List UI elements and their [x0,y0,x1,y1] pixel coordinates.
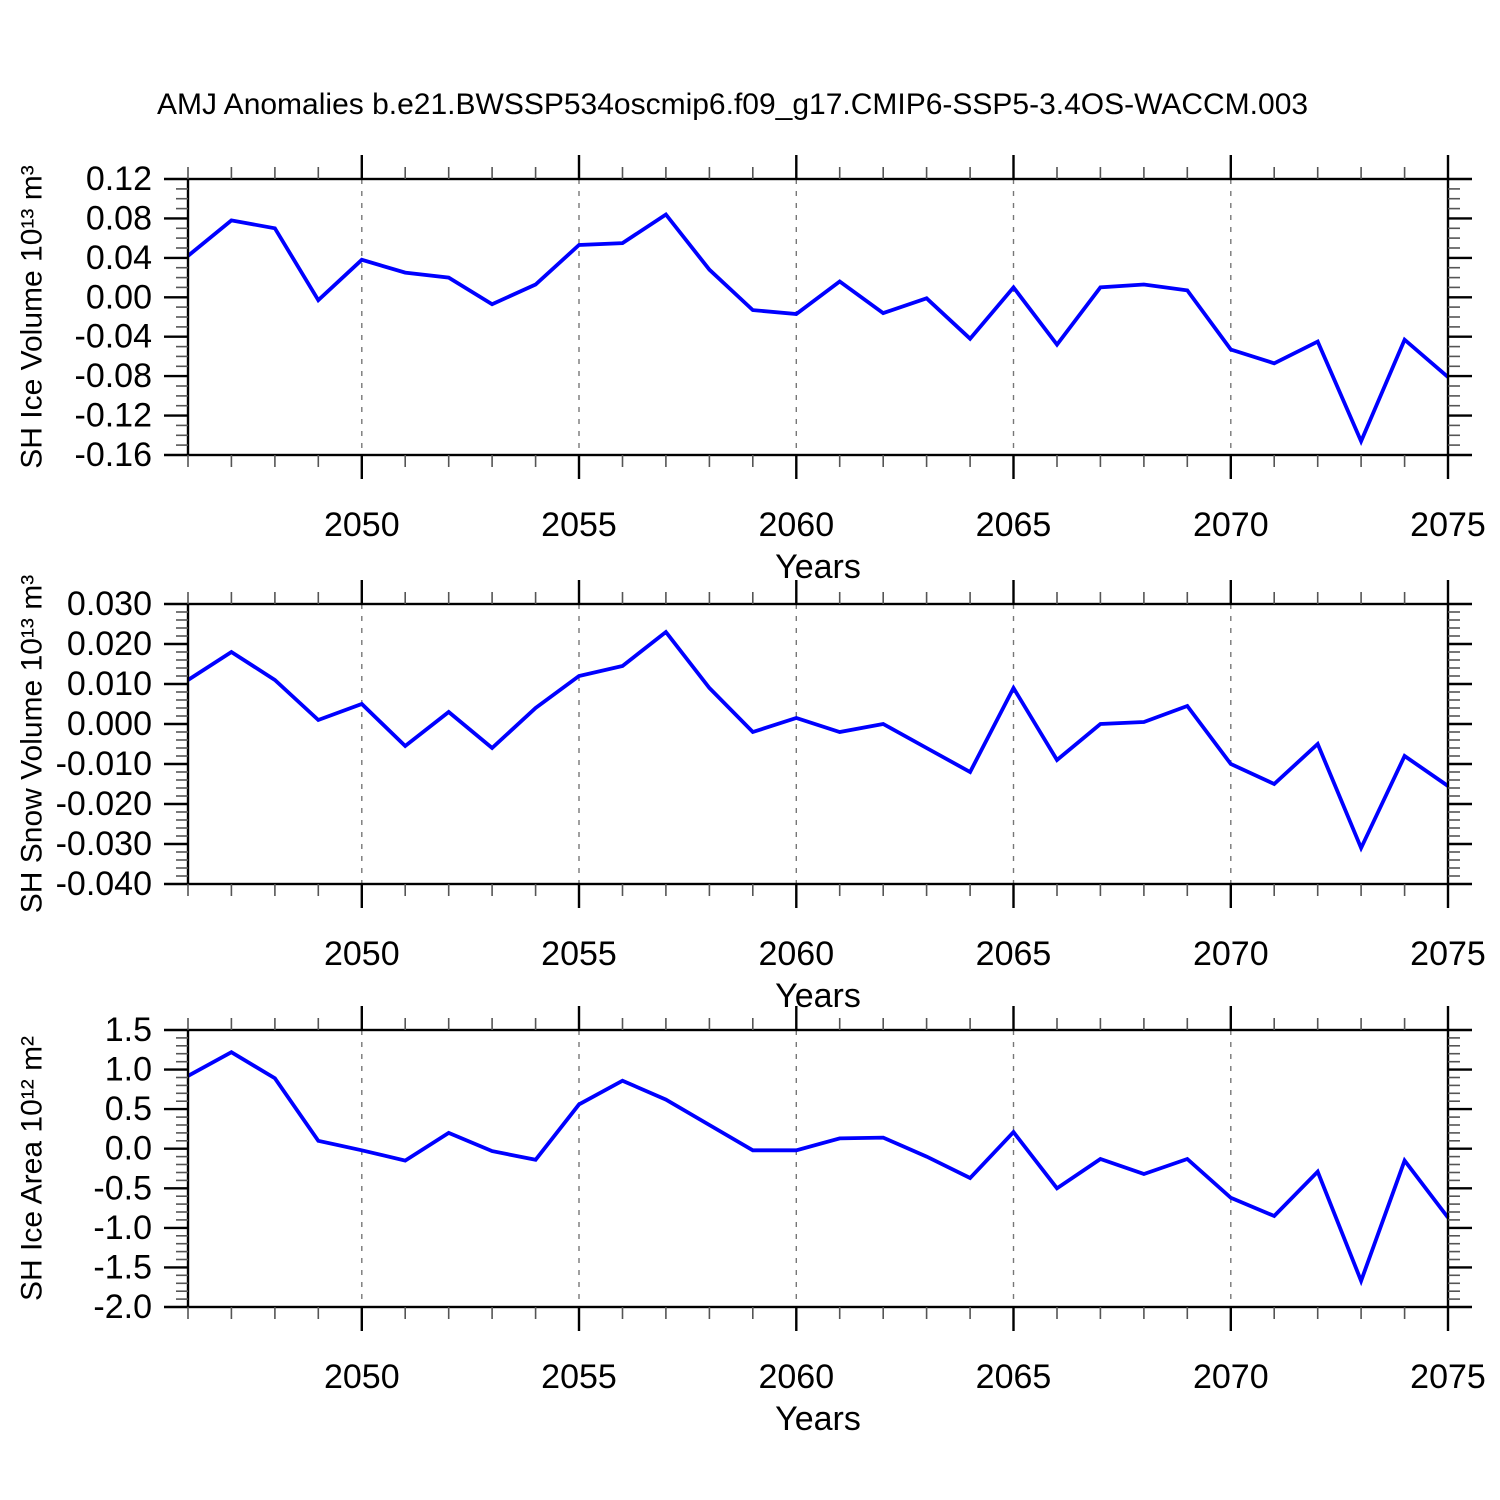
x-tick-label: 2065 [976,506,1052,544]
y-tick-label: 0.030 [67,585,152,623]
y-tick-label: -0.08 [75,357,153,395]
y-tick-label: 0.5 [105,1090,152,1128]
y-tick-label: 0.010 [67,665,152,703]
y-axis-title: SH Snow Volume 10¹³ m³ [16,575,49,913]
y-tick-label: -1.0 [93,1209,152,1247]
x-tick-label: 2050 [324,1358,400,1396]
x-tick-label: 2070 [1193,506,1269,544]
plot-sh-ice-area: 1.51.00.50.0-0.5-1.0-1.5-2.0 2050 2055 2060… [16,1006,1486,1438]
y-tick-label: -0.04 [75,318,153,356]
y-tick-label: -0.5 [93,1169,152,1207]
plot-frame [186,177,1450,457]
y-tick-label: 0.04 [86,239,152,277]
y-tick-label: -0.12 [75,397,153,435]
y-tick-label: 0.08 [86,199,152,237]
y-tick-label: 0.00 [86,278,152,316]
x-tick-label: 2060 [758,1358,834,1396]
y-tick-label: -2.0 [93,1288,152,1326]
plot-frame [186,1028,1450,1309]
y-axis-title: SH Ice Volume 10¹³ m³ [16,165,49,468]
y-tick-label: 0.12 [86,160,152,198]
x-tick-label: 2075 [1410,935,1486,973]
y-tick-label: -0.010 [56,745,152,783]
x-tick-label: 2065 [976,1358,1052,1396]
plot-frame [186,602,1450,886]
y-axis-title: SH Ice Area 10¹² m² [16,1036,49,1301]
x-tick-label: 2075 [1410,506,1486,544]
y-tick-label: -0.030 [56,825,152,863]
x-axis-title: Years [775,977,861,1015]
plot-sh-ice-volume: 0.120.080.040.00-0.04-0.08-0.12-0.16 2050… [16,155,1486,586]
data-line-sh-ice-area [187,1050,1450,1287]
y-tick-label: 1.0 [105,1051,152,1089]
x-tick-label: 2050 [324,935,400,973]
y-tick-label: -0.16 [75,436,153,474]
x-tick-label: 2060 [758,935,834,973]
y-tick-label: -0.020 [56,785,152,823]
x-tick-label: 2055 [541,506,617,544]
x-tick-label: 2070 [1193,935,1269,973]
x-tick-label: 2050 [324,506,400,544]
x-tick-label: 2065 [976,935,1052,973]
plot-sh-snow-volume: 0.0300.0200.0100.000-0.010-0.020-0.030-0… [16,575,1486,1015]
y-tick-label: 0.000 [67,705,152,743]
x-axis-title: Years [775,1400,861,1438]
y-tick-label: 0.020 [67,625,152,663]
data-line-sh-snow-volume [186,629,1450,853]
x-tick-label: 2055 [541,1358,617,1396]
x-tick-label: 2055 [541,935,617,973]
y-tick-label: -1.5 [93,1248,152,1286]
y-tick-label: 0.0 [105,1130,152,1168]
data-line-sh-ice-volume [186,211,1450,446]
x-tick-label: 2060 [758,506,834,544]
y-tick-label: 1.5 [105,1011,152,1049]
figure-title: AMJ Anomalies b.e21.BWSSP534oscmip6.f09_… [157,88,1309,121]
y-tick-label: -0.040 [56,865,152,903]
x-axis-title: Years [775,548,861,586]
x-tick-label: 2075 [1410,1358,1486,1396]
x-tick-label: 2070 [1193,1358,1269,1396]
